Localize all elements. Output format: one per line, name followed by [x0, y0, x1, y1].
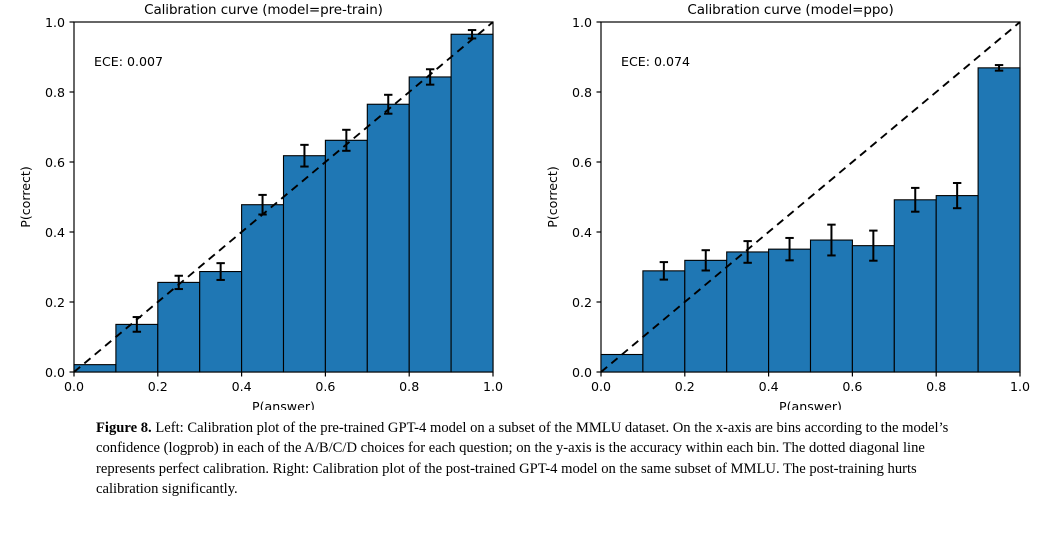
x-tick-label: 0.8 [926, 379, 946, 394]
y-tick-label: 0.0 [572, 365, 592, 380]
panel-ppo: Calibration curve (model=ppo) 0.0 0.2 0.4 0… [527, 0, 1054, 410]
bar [809, 239, 853, 373]
y-axis-label: P(correct) [18, 166, 33, 228]
bar [324, 139, 368, 373]
y-tick-label: 1.0 [45, 15, 65, 30]
y-axis-label: P(correct) [545, 166, 560, 228]
bar [684, 259, 728, 373]
calibration-chart-pre-train: 0.0 0.2 0.4 0.6 0.8 1.0 0.0 0.2 0.4 0.6 0.8 1.0 ECE:… [18, 15, 503, 410]
diagonal-reference-line [73, 21, 494, 373]
bar [408, 76, 452, 373]
bar [241, 204, 285, 373]
x-tick-label: 0.8 [399, 379, 419, 394]
y-tick-label: 0.4 [572, 225, 592, 240]
y-tick-label: 0.4 [45, 225, 65, 240]
bar [600, 353, 644, 373]
figure-caption-label: Figure 8. [96, 420, 152, 436]
panel-title-left: Calibration curve (model=pre-train) [144, 2, 383, 18]
y-tick-label: 0.6 [572, 155, 592, 170]
bar [851, 245, 895, 373]
bar [282, 155, 326, 373]
bar [935, 195, 979, 373]
x-axis-label: P(answer) [252, 399, 315, 410]
figure-caption: Figure 8. Left: Calibration plot of the … [96, 418, 958, 499]
diagonal-reference-line [600, 21, 1021, 373]
calibration-chart-ppo: 0.0 0.2 0.4 0.6 0.8 1.0 0.0 0.2 0.4 0.6 0.8 1.0 ECE:… [545, 15, 1030, 410]
x-tick-label: 0.0 [64, 379, 84, 394]
bar [199, 270, 243, 373]
plot-panels: Calibration curve (model=pre-train) 0.0 0… [0, 0, 1054, 410]
y-tick-label: 1.0 [572, 15, 592, 30]
bar [768, 248, 812, 373]
y-tick-label: 0.6 [45, 155, 65, 170]
bar [977, 67, 1021, 373]
y-tick-label: 0.8 [45, 85, 65, 100]
x-tick-label: 0.6 [842, 379, 862, 394]
x-tick-label: 0.4 [759, 379, 779, 394]
x-tick-label: 0.2 [148, 379, 168, 394]
x-tick-label: 0.2 [675, 379, 695, 394]
x-tick-label: 0.6 [315, 379, 335, 394]
x-tick-label: 0.0 [591, 379, 611, 394]
bar [450, 33, 494, 373]
panel-pre-train: Calibration curve (model=pre-train) 0.0 0… [0, 0, 527, 410]
y-tick-label: 0.8 [572, 85, 592, 100]
bar [73, 364, 117, 373]
x-tick-label: 1.0 [483, 379, 503, 394]
bar [366, 103, 410, 373]
x-tick-label: 0.4 [232, 379, 252, 394]
y-tick-label: 0.2 [572, 295, 592, 310]
panel-title-right: Calibration curve (model=ppo) [687, 2, 894, 18]
bar [157, 281, 201, 373]
ece-annotation: ECE: 0.007 [94, 54, 163, 69]
bar [893, 199, 937, 373]
x-tick-label: 1.0 [1010, 379, 1030, 394]
ece-annotation: ECE: 0.074 [621, 54, 690, 69]
bar [726, 251, 770, 373]
y-tick-label: 0.0 [45, 365, 65, 380]
x-axis-label: P(answer) [779, 399, 842, 410]
y-tick-label: 0.2 [45, 295, 65, 310]
figure-caption-text: Left: Calibration plot of the pre-traine… [96, 420, 949, 497]
bar [642, 270, 686, 373]
